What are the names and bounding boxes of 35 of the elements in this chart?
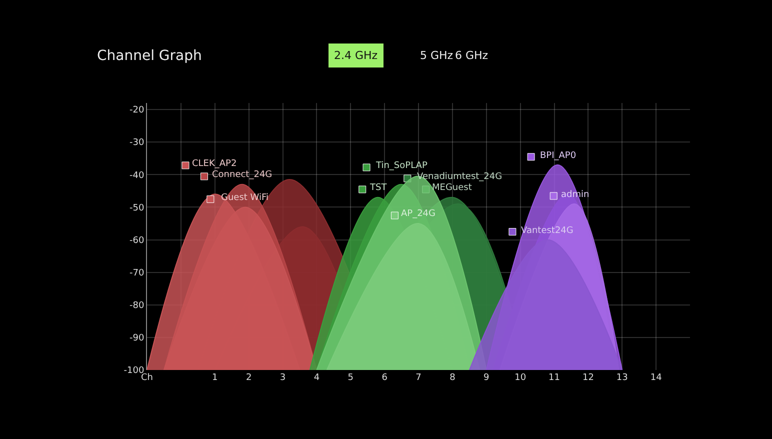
x-tick-label: 9 xyxy=(484,373,490,383)
chart-title: Channel Graph xyxy=(97,48,202,64)
x-tick-label: 2 xyxy=(246,373,252,383)
x-tick-label: 13 xyxy=(616,373,628,383)
x-tick-label: 4 xyxy=(314,373,320,383)
x-tick-label: 10 xyxy=(514,373,526,383)
text: 2.4 GHz xyxy=(334,49,378,62)
text: 6 GHz xyxy=(455,49,488,62)
y-tick-label: -20 xyxy=(129,106,144,116)
legend-label: AP_24G xyxy=(401,209,436,219)
legend-label: TST xyxy=(369,183,388,193)
x-tick-label: 6 xyxy=(382,373,388,383)
legend-label: Tin_SoPLAP xyxy=(375,161,428,171)
y-tick-label: -40 xyxy=(129,170,144,181)
y-tick-label: -50 xyxy=(129,203,144,214)
legend-label: CLEK_AP2 xyxy=(192,159,237,169)
y-tick-label: -30 xyxy=(129,138,144,148)
x-tick-label: 3 xyxy=(280,373,286,383)
x-tick-label: 12 xyxy=(582,373,594,383)
legend-label: BPI_AP0 xyxy=(540,151,576,161)
y-tick-label: -70 xyxy=(129,268,144,278)
x-tick-label: 14 xyxy=(650,373,662,383)
x-tick-label: Ch xyxy=(141,373,153,383)
text: 5 GHz xyxy=(420,49,454,62)
y-tick-label: -80 xyxy=(129,301,144,312)
x-tick-label: 8 xyxy=(450,373,456,383)
x-tick-label: 5 xyxy=(348,373,354,383)
y-tick-label: -60 xyxy=(129,236,144,246)
x-tick-label: 7 xyxy=(416,373,422,383)
x-tick-label: 11 xyxy=(548,373,560,383)
legend-label: Connect_24G xyxy=(212,170,272,180)
x-tick-label: 1 xyxy=(212,373,218,383)
legend-label: MEGuest xyxy=(432,183,472,193)
legend-label: Venadiumtest_24G xyxy=(417,172,502,182)
y-tick-label: -90 xyxy=(129,334,144,344)
